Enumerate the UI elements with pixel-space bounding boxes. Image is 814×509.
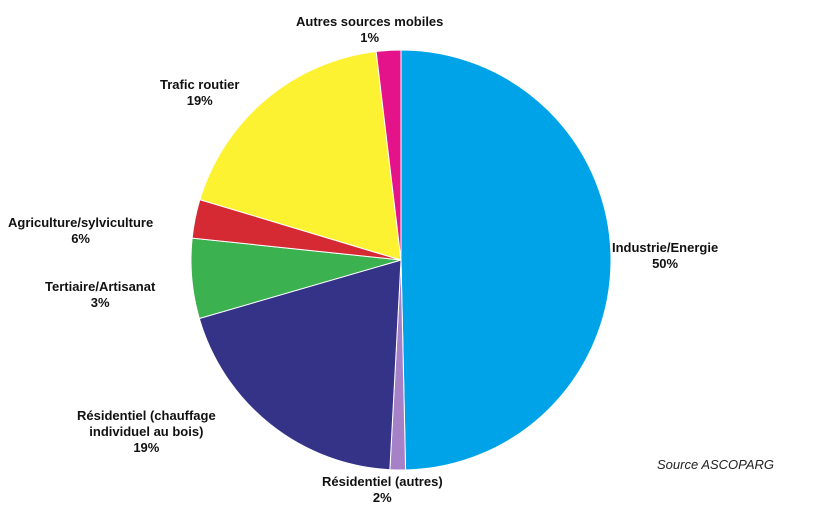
pie-slice-6 (375, 49, 402, 261)
pie-slice-5 (199, 50, 402, 261)
pie-slice-2 (198, 259, 402, 471)
label-industrie-energie: Industrie/Energie 50% (612, 240, 718, 272)
slice-label-line-2: individuel au bois) (89, 424, 204, 439)
pie-slice-0 (400, 49, 612, 471)
slice-percent: 19% (133, 440, 160, 455)
label-residentiel-autres: Résidentiel (autres) 2% (322, 474, 443, 506)
slice-percent: 2% (372, 490, 392, 505)
slice-percent: 50% (652, 256, 679, 271)
slice-label: Tertiaire/Artisanat (45, 279, 156, 294)
slice-label: Industrie/Energie (612, 240, 719, 255)
slice-label: Agriculture/sylviculture (8, 215, 154, 230)
slice-percent: 1% (360, 30, 380, 45)
source-note: Source ASCOPARG (657, 457, 775, 472)
label-trafic-routier: Trafic routier 19% (160, 77, 239, 109)
slice-label-line-1: Résidentiel (chauffage (77, 408, 216, 423)
slice-label: Autres sources mobiles (296, 14, 444, 29)
label-tertiaire-artisanat: Tertiaire/Artisanat 3% (45, 279, 155, 311)
slice-label: Résidentiel (autres) (322, 474, 443, 489)
label-residentiel-chauffage: Résidentiel (chauffage individuel au boi… (77, 408, 216, 456)
label-autres-sources-mobiles: Autres sources mobiles 1% (296, 14, 443, 46)
slice-percent: 6% (71, 231, 90, 246)
label-agriculture-sylviculture: Agriculture/sylviculture 6% (8, 215, 153, 247)
slice-label: Trafic routier (160, 77, 240, 92)
slice-percent: 3% (90, 295, 110, 310)
slice-percent: 19% (186, 93, 213, 108)
